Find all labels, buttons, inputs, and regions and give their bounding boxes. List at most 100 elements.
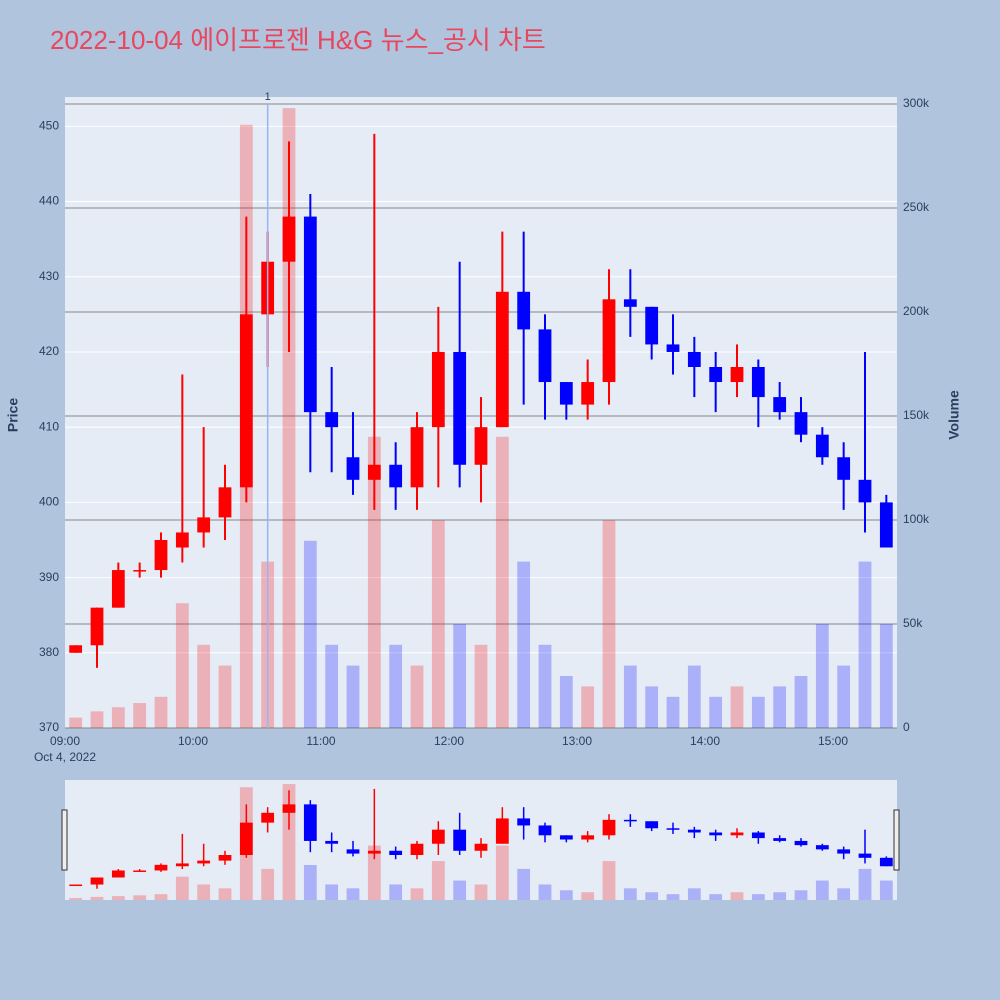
y-axis-label: Price <box>5 398 21 432</box>
volume-bar <box>389 884 403 900</box>
volume-bar <box>559 675 573 728</box>
candle-body <box>431 829 445 844</box>
candle-body <box>282 804 296 813</box>
candle-body <box>581 382 595 405</box>
candle-body <box>730 832 744 836</box>
volume-bar <box>517 868 531 900</box>
candle-body <box>154 864 168 871</box>
volume-bar <box>197 644 211 728</box>
volume-bar <box>495 845 509 900</box>
candle-body <box>346 849 360 854</box>
chart-title: 2022-10-04 에이프로젠 H&G 뉴스_공시 차트 <box>50 25 546 55</box>
volume-bar <box>346 665 360 728</box>
candle-body <box>495 291 509 428</box>
volume-bar <box>133 703 147 728</box>
candle-body <box>837 457 851 480</box>
volume-bar <box>730 686 744 728</box>
candle-body <box>453 351 467 465</box>
slider-handle[interactable] <box>893 809 900 871</box>
x-tick-label: 12:00 <box>434 734 464 748</box>
volume-bar <box>837 665 851 728</box>
volume-bar <box>90 711 104 728</box>
volume-bar <box>645 686 659 728</box>
candle-body <box>367 464 381 480</box>
candle-body <box>410 427 424 488</box>
volume-bar <box>111 896 125 900</box>
y2-tick-label: 0 <box>903 720 910 734</box>
candle-body <box>90 877 104 885</box>
candle-body <box>687 351 701 367</box>
volume-bar <box>367 845 381 900</box>
volume-bar <box>367 436 381 728</box>
volume-bar <box>197 884 211 900</box>
volume-bar <box>453 623 467 728</box>
volume-bar <box>431 861 445 900</box>
volume-bar <box>325 644 339 728</box>
volume-bar <box>709 894 723 900</box>
volume-bar <box>773 892 787 900</box>
candle-body <box>623 299 637 307</box>
volume-bar <box>90 896 104 900</box>
y-tick-label: 410 <box>39 419 59 433</box>
candle-body <box>559 835 573 840</box>
candle-body <box>90 607 104 646</box>
candle-body <box>559 382 573 405</box>
candle-body <box>794 412 808 435</box>
volume-bar <box>751 696 765 728</box>
candle-body <box>602 819 616 836</box>
y2-tick-label: 250k <box>903 200 930 214</box>
candle-body <box>282 216 296 262</box>
x-tick-label: 13:00 <box>562 734 592 748</box>
candle-body <box>602 299 616 383</box>
candle-body <box>581 835 595 840</box>
candle-body <box>645 821 659 829</box>
volume-bar <box>815 623 829 728</box>
volume-bar <box>389 644 403 728</box>
volume-bar <box>154 894 168 900</box>
candle-body <box>367 850 381 854</box>
x-tick-label: 09:00 <box>50 734 80 748</box>
candle-body <box>325 412 339 428</box>
candle-body <box>517 291 531 330</box>
candle-body <box>389 464 403 488</box>
candle-body <box>389 850 403 855</box>
volume-bar <box>133 895 147 900</box>
candle-body <box>687 829 701 833</box>
volume-bar <box>858 868 872 900</box>
candle-body <box>303 216 317 413</box>
volume-bar <box>858 561 872 728</box>
candle-body <box>666 344 680 352</box>
candle-body <box>133 870 147 872</box>
volume-bar <box>666 894 680 900</box>
candle-body <box>815 845 829 850</box>
volume-bar <box>410 665 424 728</box>
volume-bar <box>303 540 317 728</box>
candle-body <box>538 329 552 383</box>
candle-body <box>133 570 147 572</box>
volume-bar <box>559 890 573 900</box>
x-tick-label: 11:00 <box>306 734 335 748</box>
slider-handle[interactable] <box>61 809 68 871</box>
candle-body <box>666 828 680 830</box>
y-tick-label: 370 <box>39 720 59 734</box>
volume-bar <box>751 894 765 900</box>
y-tick-label: 420 <box>39 344 59 358</box>
y2-tick-label: 150k <box>903 408 930 422</box>
candle-body <box>239 314 253 488</box>
volume-bar <box>474 644 488 728</box>
volume-bar <box>666 696 680 728</box>
candle-body <box>175 863 189 867</box>
candle-body <box>218 487 232 518</box>
candle-body <box>69 884 83 887</box>
candle-body <box>751 366 765 398</box>
volume-bar <box>602 861 616 900</box>
candle-body <box>751 832 765 839</box>
candle-body <box>709 832 723 836</box>
candle-body <box>453 829 467 851</box>
candle-body <box>645 306 659 345</box>
volume-bar <box>453 880 467 900</box>
candle-body <box>858 853 872 858</box>
volume-bar <box>517 561 531 728</box>
candle-body <box>794 840 808 846</box>
